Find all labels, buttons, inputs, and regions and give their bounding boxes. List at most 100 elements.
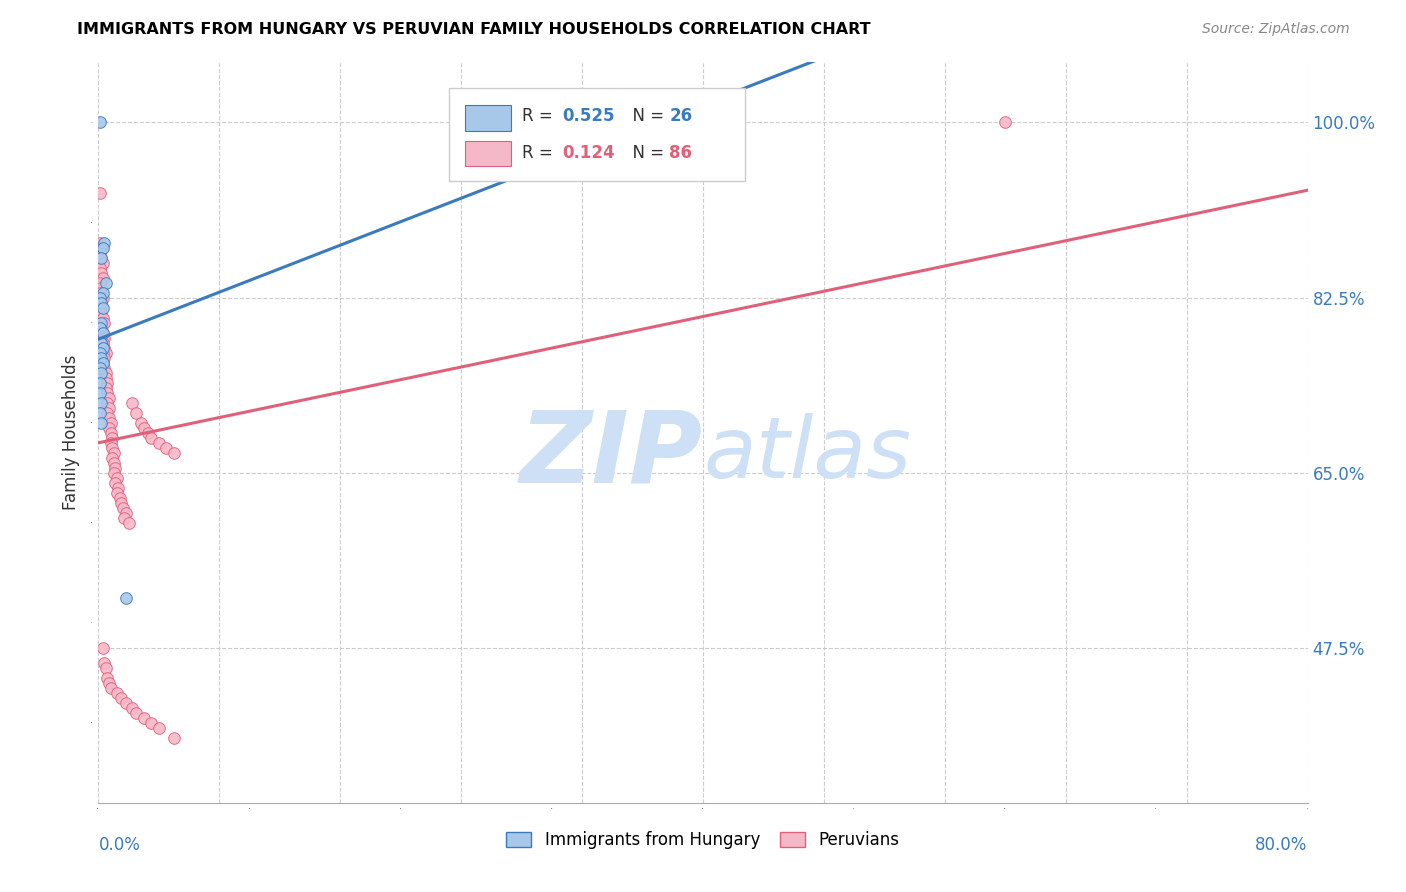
- Point: [994, 115, 1017, 129]
- Point: [129, 416, 152, 430]
- Point: [90, 251, 112, 265]
- Point: [89, 301, 111, 315]
- Point: [118, 516, 141, 530]
- Point: [163, 445, 186, 459]
- Point: [132, 420, 155, 434]
- Text: R =: R =: [522, 144, 558, 161]
- Point: [91, 640, 114, 655]
- Point: [148, 435, 170, 450]
- Point: [93, 656, 115, 670]
- Text: Source: ZipAtlas.com: Source: ZipAtlas.com: [1202, 22, 1350, 37]
- Text: atlas: atlas: [703, 413, 911, 496]
- Point: [89, 186, 111, 200]
- Point: [91, 240, 114, 255]
- Point: [100, 681, 122, 695]
- Point: [105, 686, 128, 700]
- Point: [90, 320, 112, 334]
- Point: [114, 591, 136, 605]
- Point: [98, 401, 121, 415]
- Point: [89, 320, 111, 334]
- Point: [108, 491, 131, 505]
- Point: [89, 345, 111, 359]
- Point: [91, 255, 114, 269]
- Point: [91, 301, 114, 315]
- Point: [105, 485, 128, 500]
- Point: [91, 355, 114, 369]
- Point: [91, 291, 114, 305]
- Text: R =: R =: [522, 108, 558, 126]
- Point: [90, 351, 112, 365]
- Point: [93, 360, 115, 375]
- Point: [110, 690, 132, 705]
- Point: [96, 385, 118, 400]
- Point: [91, 341, 114, 355]
- Point: [93, 330, 115, 344]
- Point: [93, 341, 115, 355]
- Point: [100, 435, 122, 450]
- Point: [163, 731, 186, 745]
- Point: [89, 360, 111, 375]
- Point: [155, 441, 177, 455]
- Point: [93, 235, 115, 250]
- Point: [101, 441, 124, 455]
- FancyBboxPatch shape: [465, 105, 510, 130]
- Point: [112, 510, 135, 524]
- Point: [96, 671, 118, 685]
- Point: [98, 675, 121, 690]
- Point: [104, 475, 127, 490]
- Text: 0.0%: 0.0%: [98, 836, 141, 855]
- Point: [616, 115, 638, 129]
- Point: [132, 711, 155, 725]
- Point: [94, 276, 117, 290]
- Point: [100, 416, 122, 430]
- Point: [89, 235, 111, 250]
- Point: [96, 406, 118, 420]
- Point: [91, 270, 114, 285]
- Text: 80.0%: 80.0%: [1256, 836, 1308, 855]
- Point: [91, 285, 114, 300]
- Point: [111, 500, 134, 515]
- Point: [90, 335, 112, 350]
- Point: [89, 291, 111, 305]
- Point: [89, 276, 111, 290]
- Point: [90, 295, 112, 310]
- Point: [103, 466, 125, 480]
- Point: [89, 115, 111, 129]
- Point: [89, 376, 111, 390]
- Point: [114, 506, 136, 520]
- Point: [91, 326, 114, 340]
- Point: [94, 661, 117, 675]
- Point: [90, 416, 112, 430]
- Point: [91, 335, 114, 350]
- Point: [96, 376, 118, 390]
- Point: [91, 310, 114, 325]
- Point: [104, 460, 127, 475]
- Point: [125, 406, 148, 420]
- Point: [90, 366, 112, 380]
- Point: [110, 496, 132, 510]
- Text: 26: 26: [669, 108, 692, 126]
- Point: [90, 280, 112, 294]
- Point: [103, 445, 125, 459]
- Point: [121, 395, 143, 409]
- Text: 86: 86: [669, 144, 692, 161]
- Point: [98, 420, 121, 434]
- Point: [91, 355, 114, 369]
- Text: 0.525: 0.525: [562, 108, 616, 126]
- Point: [89, 245, 111, 260]
- Point: [148, 721, 170, 735]
- Point: [100, 425, 122, 440]
- Point: [121, 700, 143, 714]
- Point: [94, 381, 117, 395]
- FancyBboxPatch shape: [449, 88, 745, 181]
- Point: [141, 431, 163, 445]
- Point: [90, 395, 112, 409]
- Point: [94, 366, 117, 380]
- Point: [114, 696, 136, 710]
- Point: [90, 295, 112, 310]
- Point: [101, 431, 124, 445]
- Point: [103, 456, 125, 470]
- Point: [93, 316, 115, 330]
- Point: [89, 285, 111, 300]
- Point: [91, 326, 114, 340]
